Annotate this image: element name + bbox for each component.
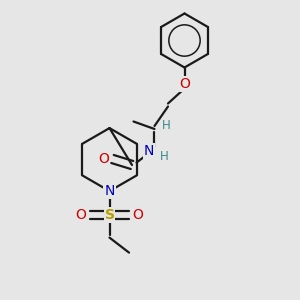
Text: O: O: [179, 77, 190, 91]
Text: H: H: [160, 150, 169, 164]
Text: O: O: [76, 208, 86, 222]
Text: H: H: [162, 119, 171, 133]
Text: O: O: [133, 208, 143, 222]
Text: S: S: [104, 208, 115, 222]
Text: O: O: [98, 152, 109, 166]
Text: N: N: [104, 184, 115, 198]
Text: N: N: [144, 144, 154, 158]
